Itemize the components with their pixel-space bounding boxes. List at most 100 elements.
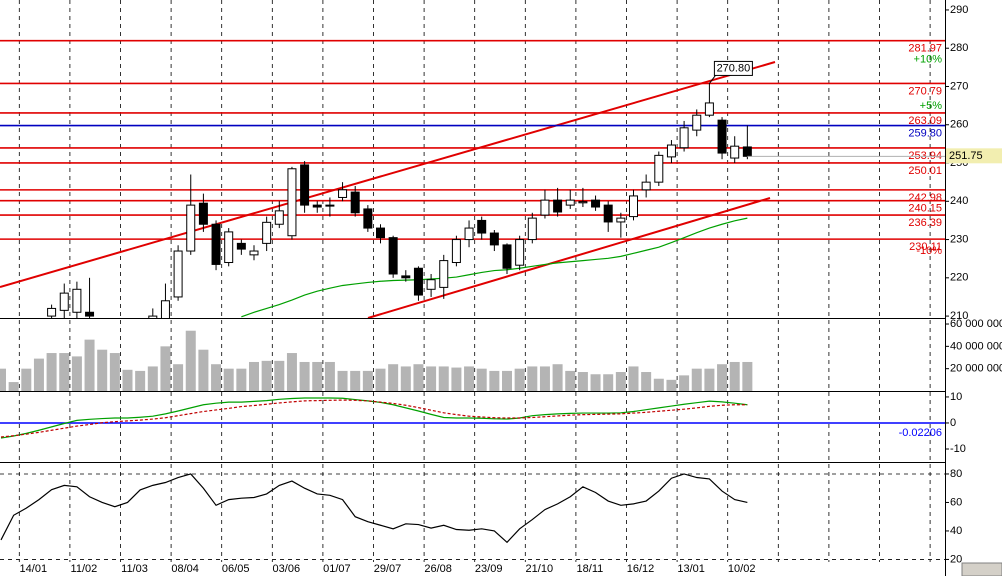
candle-body [591, 199, 601, 208]
volume-bar [451, 367, 462, 391]
y-tick-label: 0 [950, 417, 956, 429]
volume-bar [729, 361, 740, 391]
candle-body [578, 201, 588, 204]
volume-bar [337, 370, 348, 391]
volume-bar [97, 349, 108, 391]
last-price-tag [946, 148, 1002, 164]
volume-bar [147, 366, 158, 391]
candle-body [59, 292, 69, 311]
candle-body [325, 204, 335, 207]
volume-bar [426, 366, 437, 391]
y-tick-label: 280 [950, 42, 968, 54]
candle-body [603, 204, 613, 223]
volume-bar [223, 368, 234, 391]
volume-bar [21, 368, 32, 391]
candle-body [717, 119, 727, 154]
candle-body [464, 227, 474, 241]
volume-bar [413, 364, 424, 391]
candle-body [224, 231, 234, 264]
indicator-value: -0.02206 [899, 427, 942, 439]
candle-body [198, 202, 208, 225]
volume-bar [33, 358, 44, 391]
candle-body [742, 146, 752, 157]
volume-bar [59, 353, 70, 391]
candle-body [249, 250, 259, 256]
volume-bar [198, 349, 209, 391]
candle-body [679, 127, 689, 149]
indicator-panel [0, 473, 945, 560]
volume-bar [84, 339, 95, 391]
volume-bar [679, 375, 690, 391]
candle-body [489, 232, 499, 246]
level-label: 242.98 [908, 192, 942, 204]
y-tick-label: 220 [950, 272, 968, 284]
candle-body [540, 199, 550, 216]
level-label: 236.39 [908, 217, 942, 229]
x-tick-label: 03/06 [273, 563, 301, 575]
volume-bar [502, 370, 512, 391]
volume-bar [0, 368, 6, 391]
y-tick-label: 20 000 000 [950, 363, 1002, 375]
volume-bar [8, 382, 19, 391]
y-tick-label: -10 [950, 443, 966, 455]
volume-panel [0, 330, 753, 391]
volume-bar [691, 368, 702, 391]
level-note: +5% [920, 100, 943, 112]
volume-bar [476, 368, 487, 391]
trend-line [0, 61, 776, 288]
callout-label: 270.80 [717, 62, 751, 74]
candle-body [300, 164, 310, 206]
volume-bar [362, 370, 373, 391]
candle-body [236, 242, 246, 250]
callout-leader [709, 75, 716, 84]
volume-bar [641, 372, 652, 391]
trend-lines [0, 61, 776, 318]
x-tick-label: 23/09 [475, 563, 503, 575]
volume-bar [122, 369, 133, 391]
level-label: 240.15 [908, 203, 942, 215]
volume-bar [552, 364, 563, 391]
volume-bar [286, 353, 297, 391]
candle-body [47, 307, 57, 317]
candle-body [85, 311, 95, 317]
candle-body [477, 219, 487, 234]
volume-bar [717, 364, 728, 391]
candle-body [730, 145, 740, 159]
volume-bar [628, 366, 639, 391]
indicator-panel [0, 397, 945, 439]
y-tick-label: 210 [950, 310, 968, 322]
volume-bar [173, 364, 184, 391]
candle-body [654, 154, 664, 183]
x-tick-label: 16/12 [627, 563, 655, 575]
volume-bar [400, 366, 411, 391]
x-tick-label: 26/08 [424, 563, 452, 575]
y-tick-label: 260 [950, 119, 968, 131]
candle-body [413, 267, 423, 296]
x-tick-label: 29/07 [374, 563, 402, 575]
level-label: 270.79 [908, 85, 942, 97]
candle-body [274, 210, 284, 225]
x-tick-label: 21/10 [526, 563, 554, 575]
candle-body [666, 144, 676, 158]
volume-bar [185, 330, 196, 391]
volume-bar [464, 366, 475, 391]
volume-bar [249, 361, 259, 391]
y-tick-label: 40 [950, 525, 962, 537]
volume-bar [742, 361, 753, 391]
volume-bar [489, 370, 500, 391]
volume-bar [160, 346, 171, 391]
trend-line [367, 197, 771, 318]
candle-body [160, 300, 170, 318]
candle-body [565, 199, 575, 206]
volume-bar [299, 361, 310, 391]
candle-body [350, 191, 360, 214]
volume-bar [666, 379, 677, 391]
candle-body [704, 102, 714, 116]
scroll-button[interactable] [961, 562, 1002, 576]
candle-body [439, 260, 449, 288]
candle-body [388, 237, 398, 275]
candle-body [616, 217, 626, 223]
volume-bar [565, 370, 576, 391]
